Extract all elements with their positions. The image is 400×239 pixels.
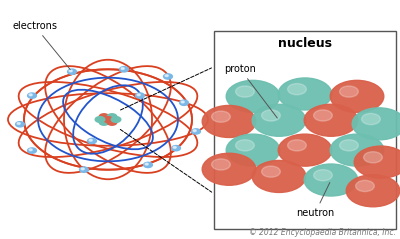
Circle shape — [212, 159, 230, 170]
Circle shape — [288, 140, 306, 151]
Text: © 2012 Encyclopaedia Britannica, Inc.: © 2012 Encyclopaedia Britannica, Inc. — [249, 228, 396, 237]
Circle shape — [181, 101, 184, 103]
Text: electrons: electrons — [12, 21, 70, 70]
Circle shape — [165, 75, 168, 77]
Circle shape — [95, 117, 105, 122]
Circle shape — [278, 78, 332, 110]
Circle shape — [120, 67, 128, 72]
Circle shape — [29, 94, 32, 96]
Circle shape — [314, 110, 332, 121]
Circle shape — [173, 147, 176, 148]
Circle shape — [304, 164, 358, 196]
Circle shape — [164, 74, 172, 79]
Circle shape — [16, 122, 24, 127]
Circle shape — [202, 105, 256, 137]
Circle shape — [107, 114, 117, 120]
Circle shape — [354, 146, 400, 178]
Circle shape — [352, 108, 400, 140]
Circle shape — [212, 111, 230, 122]
Circle shape — [81, 168, 84, 170]
Circle shape — [68, 69, 76, 74]
Circle shape — [172, 146, 180, 151]
Circle shape — [29, 149, 32, 151]
Circle shape — [236, 86, 254, 97]
Circle shape — [304, 104, 358, 136]
Circle shape — [99, 114, 109, 120]
Circle shape — [136, 93, 144, 98]
Circle shape — [193, 130, 196, 132]
Circle shape — [340, 140, 358, 151]
Circle shape — [340, 86, 358, 97]
Circle shape — [69, 70, 72, 72]
Circle shape — [252, 160, 306, 192]
Circle shape — [262, 166, 280, 177]
Circle shape — [314, 170, 332, 181]
Circle shape — [356, 180, 374, 192]
Text: nucleus: nucleus — [278, 37, 332, 50]
Circle shape — [262, 110, 280, 121]
Circle shape — [226, 80, 280, 112]
Circle shape — [103, 117, 113, 122]
Circle shape — [278, 134, 332, 166]
Circle shape — [192, 129, 200, 134]
Circle shape — [88, 138, 96, 144]
Circle shape — [236, 140, 254, 151]
Circle shape — [252, 104, 306, 136]
Text: proton: proton — [224, 64, 277, 118]
Circle shape — [121, 68, 124, 70]
Circle shape — [145, 163, 148, 165]
Circle shape — [107, 120, 117, 125]
FancyBboxPatch shape — [214, 31, 396, 229]
Circle shape — [17, 123, 20, 125]
Circle shape — [28, 148, 36, 153]
Circle shape — [330, 80, 384, 112]
Circle shape — [346, 175, 400, 207]
Circle shape — [202, 153, 256, 185]
Circle shape — [180, 100, 188, 105]
Circle shape — [89, 139, 92, 141]
Circle shape — [28, 93, 36, 98]
Circle shape — [288, 84, 306, 95]
Circle shape — [80, 167, 88, 172]
Circle shape — [364, 152, 382, 163]
Circle shape — [137, 94, 140, 96]
Text: neutron: neutron — [296, 183, 334, 218]
Circle shape — [99, 120, 109, 125]
Circle shape — [330, 134, 384, 166]
Circle shape — [144, 162, 152, 168]
Circle shape — [226, 134, 280, 166]
Circle shape — [362, 114, 380, 125]
Circle shape — [111, 117, 121, 122]
